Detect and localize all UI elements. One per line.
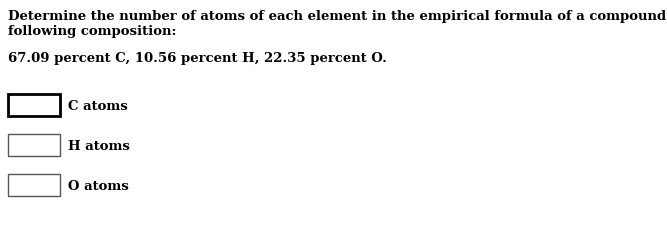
Text: following composition:: following composition:	[8, 25, 177, 38]
Text: H atoms: H atoms	[68, 139, 130, 152]
Text: O atoms: O atoms	[68, 179, 129, 192]
Text: 67.09 percent C, 10.56 percent H, 22.35 percent O.: 67.09 percent C, 10.56 percent H, 22.35 …	[8, 52, 387, 65]
Text: Determine the number of atoms of each element in the empirical formula of a comp: Determine the number of atoms of each el…	[8, 10, 667, 23]
Bar	[8, 174, 60, 196]
Bar	[8, 95, 60, 116]
Bar	[8, 134, 60, 156]
Text: C atoms: C atoms	[68, 99, 128, 112]
